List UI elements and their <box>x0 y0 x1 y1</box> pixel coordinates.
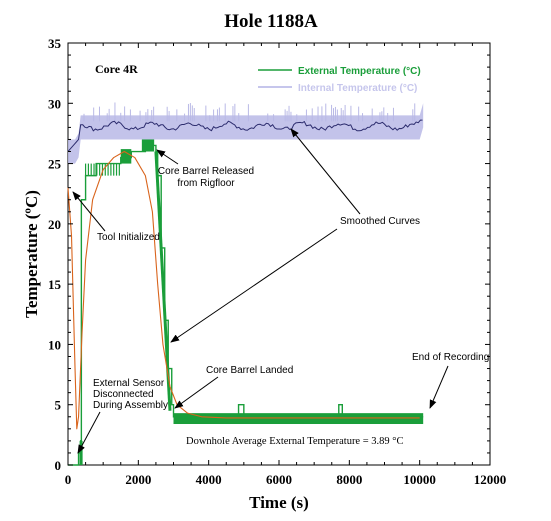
arrow-sensor-disconnected <box>77 411 101 454</box>
x-tick-label: 6000 <box>266 472 292 487</box>
annotation-core-barrel-released-1: Core Barrel Released <box>158 166 254 177</box>
annotation-core-barrel-released-2: from Rigfloor <box>177 178 235 189</box>
panel-label: Core 4R <box>95 62 138 76</box>
annotation-downhole-average: Downhole Average External Temperature = … <box>186 436 403 447</box>
legend-internal-label: Internal Temperature (°C) <box>298 83 417 94</box>
x-axis-label: Time (s) <box>249 493 309 512</box>
smoothed-curve-layer <box>67 150 420 430</box>
annotation-sensor-line-1: External Sensor <box>93 378 165 389</box>
x-tick-label: 0 <box>65 472 72 487</box>
y-tick-label: 20 <box>48 217 61 232</box>
y-tick-label: 15 <box>48 277 62 292</box>
arrow-core-barrel-released <box>156 149 179 165</box>
annotation-sensor-line-3: During Assembly <box>93 400 168 411</box>
x-tick-label: 12000 <box>474 472 507 487</box>
arrow-end-of-recording <box>429 365 449 409</box>
y-tick-label: 30 <box>48 96 61 111</box>
y-tick-label: 0 <box>55 458 62 473</box>
annotation-end-of-recording: End of Recording <box>412 352 489 363</box>
external-noise-band <box>173 413 424 425</box>
chart-title: Hole 1188A <box>224 11 318 32</box>
legend: External Temperature (°C) Internal Tempe… <box>258 66 421 94</box>
external-peak-block-2 <box>141 139 155 152</box>
annotation-tool-initialized: Tool Initialized <box>97 232 160 243</box>
y-axis-label: Temperature (ºC) <box>22 190 41 318</box>
smoothed-external-curve <box>67 150 420 430</box>
y-tick-label: 5 <box>55 398 62 413</box>
internal-temperature-band <box>68 103 424 164</box>
internal-temperature-layer <box>67 102 424 164</box>
y-tick-label: 25 <box>48 157 62 172</box>
x-axis-ticks: 0 2000 4000 6000 8000 10000 12000 <box>65 43 507 487</box>
legend-external-label: External Temperature (°C) <box>298 66 421 77</box>
external-cooldown-segment <box>154 151 172 411</box>
x-tick-label: 4000 <box>196 472 222 487</box>
x-tick-label: 2000 <box>125 472 151 487</box>
arrow-core-barrel-landed <box>174 376 219 409</box>
external-peak-block <box>120 149 132 164</box>
y-tick-label: 35 <box>48 36 62 51</box>
arrow-tool-initialized <box>72 191 106 232</box>
external-temperature-layer <box>68 139 424 466</box>
annotation-smoothed-curves: Smoothed Curves <box>340 216 420 227</box>
arrow-smoothed-internal <box>290 128 361 215</box>
y-axis-ticks: 0 5 10 15 20 25 30 35 <box>48 36 490 473</box>
annotation-core-barrel-landed: Core Barrel Landed <box>206 365 293 376</box>
y-tick-label: 10 <box>48 337 61 352</box>
x-tick-label: 8000 <box>336 472 362 487</box>
arrow-smoothed-external <box>170 228 338 343</box>
internal-smoothed-curve <box>67 119 423 152</box>
x-tick-label: 10000 <box>403 472 436 487</box>
annotation-sensor-line-2: Disconnected <box>93 389 154 400</box>
